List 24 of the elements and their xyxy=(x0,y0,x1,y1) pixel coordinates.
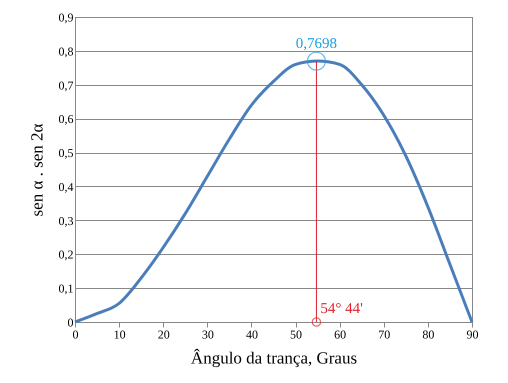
x-tick-label: 10 xyxy=(114,328,126,342)
y-tick-label: 0,8 xyxy=(58,44,74,58)
annotation: 0,7698 xyxy=(296,36,338,52)
x-tick-label: 30 xyxy=(202,328,214,342)
y-tick-label: 0,3 xyxy=(58,214,74,228)
line-series xyxy=(74,60,474,324)
y-tick-label: 0,9 xyxy=(58,10,74,24)
x-tick-label: 50 xyxy=(290,328,302,342)
y-tick-label: 0,2 xyxy=(58,248,74,262)
x-tick-label: 60 xyxy=(334,328,346,342)
x-tick-label: 90 xyxy=(466,328,478,342)
x-axis-title: Ângulo da trança, Graus xyxy=(190,348,358,368)
y-tick-label: 0,1 xyxy=(58,282,74,296)
x-tick-label: 80 xyxy=(422,328,434,342)
y-tick-label: 0,5 xyxy=(58,146,74,160)
x-tick-label: 70 xyxy=(378,328,390,342)
y-tick-label: 0 xyxy=(68,316,74,330)
y-tick-label: 0,7 xyxy=(58,78,74,92)
y-tick-label: 0,4 xyxy=(58,180,74,194)
x-tick-label: 20 xyxy=(158,328,170,342)
annotation: 54° 44' xyxy=(320,301,364,317)
y-tick-label: 0,6 xyxy=(58,112,74,126)
x-tick-label: 40 xyxy=(246,328,258,342)
y-axis-title: sen α . sen 2α xyxy=(28,123,46,216)
